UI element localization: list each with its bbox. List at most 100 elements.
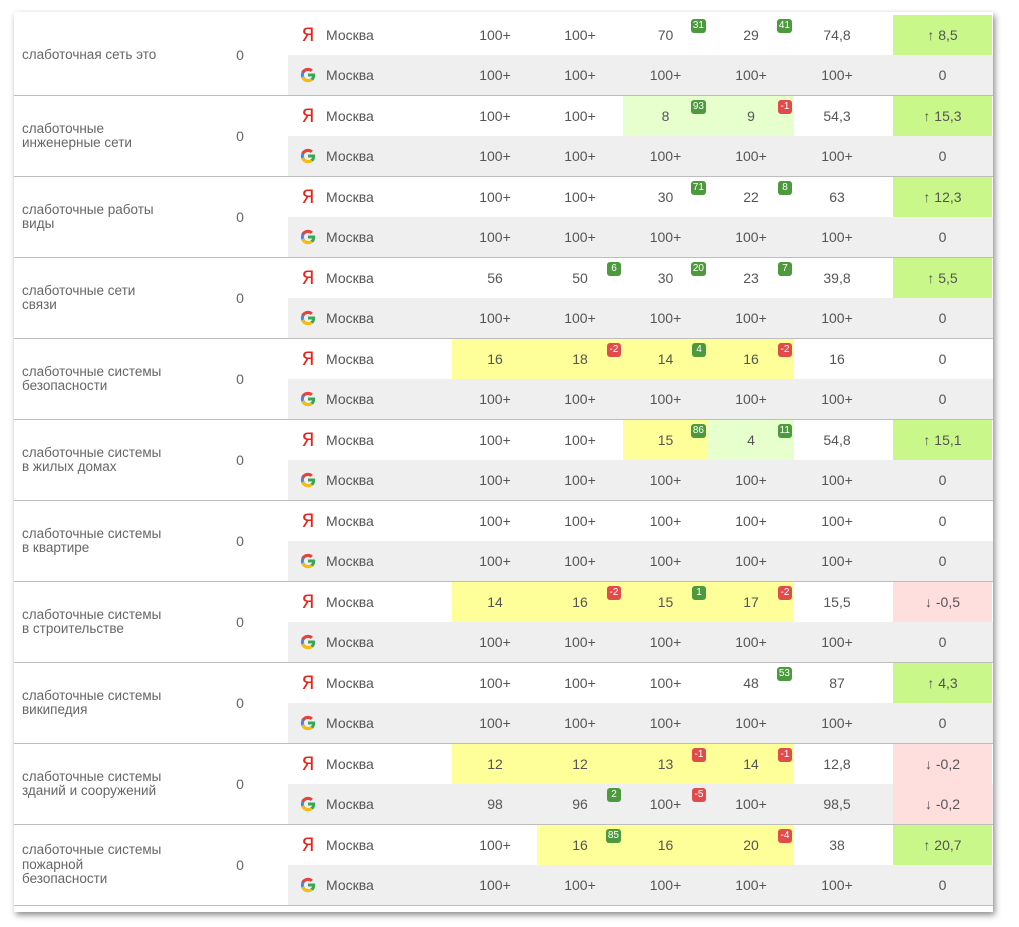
position-cell: 100+ xyxy=(537,420,623,460)
google-row: Москва 98 96 2 100+ -5 100+ 98,5 ↓ -0,2 xyxy=(288,784,993,824)
position-cell: 100+ xyxy=(708,784,794,824)
position-cell: 100+ xyxy=(452,825,538,865)
position-cell: 100+ xyxy=(452,379,538,419)
yandex-letter: Я xyxy=(301,672,315,694)
position-cell: 100+ xyxy=(537,55,623,95)
position-cell: 17 -2 xyxy=(708,582,794,622)
frequency-value: 0 xyxy=(236,533,244,549)
yandex-row: Я Москва 12 12 13 -1 14 -1 12,8 ↓ -0,2 xyxy=(288,744,993,784)
keyword-text: слаботочная сеть это xyxy=(22,46,157,62)
position-value: 8 xyxy=(661,108,670,124)
position-cell: 14 xyxy=(452,582,538,622)
position-value: 54,8 xyxy=(823,432,851,448)
delta-cell: ↑ 15,1 xyxy=(893,420,992,460)
position-value: 14 xyxy=(487,594,503,610)
position-gain-badge: 20 xyxy=(690,262,706,276)
region-label: Москва xyxy=(326,472,374,488)
position-value: 100+ xyxy=(821,67,853,83)
position-value: 100+ xyxy=(649,877,682,893)
position-value: 96 xyxy=(572,796,588,812)
keyword-label: слаботочная сеть это xyxy=(22,15,222,95)
position-drop-badge: -2 xyxy=(778,586,792,600)
position-cell: 14 4 xyxy=(623,339,708,379)
position-value: 16 xyxy=(487,351,503,367)
delta-value: ↑ 5,5 xyxy=(927,270,958,286)
position-value: 12 xyxy=(572,756,588,772)
position-value: 54,3 xyxy=(823,108,851,124)
position-cell: 100+ xyxy=(623,379,708,419)
position-value: 100+ xyxy=(479,67,511,83)
yandex-letter: Я xyxy=(301,186,315,208)
position-cell: 100+ xyxy=(537,379,623,419)
frequency-value: 0 xyxy=(236,452,244,468)
delta-cell: 0 xyxy=(893,460,992,500)
position-value: 74,8 xyxy=(823,27,851,43)
yandex-logo-icon: Я xyxy=(297,267,319,289)
position-drop-badge: -1 xyxy=(778,748,792,762)
region-label: Москва xyxy=(326,715,374,731)
delta-value: 0 xyxy=(938,715,947,731)
position-value: 100+ xyxy=(564,715,596,731)
position-cell: 56 xyxy=(452,258,538,298)
keyword-label: слаботочные системы в квартире xyxy=(22,501,222,581)
position-value: 100+ xyxy=(479,310,511,326)
average-position-cell: 100+ xyxy=(794,379,880,419)
keyword-label: слаботочные инженерные сети xyxy=(22,96,222,176)
delta-cell: ↑ 5,5 xyxy=(893,258,992,298)
yandex-letter: Я xyxy=(301,510,315,532)
region-label: Москва xyxy=(326,148,374,164)
yandex-letter: Я xyxy=(301,753,315,775)
region-label: Москва xyxy=(326,513,374,529)
delta-cell: ↑ 20,7 xyxy=(893,825,992,865)
yandex-letter: Я xyxy=(301,834,315,856)
region-label: Москва xyxy=(326,67,374,83)
position-value: 100+ xyxy=(735,634,767,650)
region-label: Москва xyxy=(326,837,374,853)
average-position-cell: 98,5 xyxy=(794,784,880,824)
position-cell: 16 xyxy=(623,825,708,865)
google-row: Москва 100+ 100+ 100+ 100+ 100+ 0 xyxy=(288,379,993,419)
position-cell: 100+ xyxy=(708,865,794,905)
position-gain-badge: 2 xyxy=(607,788,621,802)
position-value: 100+ xyxy=(564,189,596,205)
position-value: 100+ xyxy=(735,513,767,529)
position-cell: 100+ xyxy=(623,622,708,662)
delta-value: 0 xyxy=(938,513,947,529)
google-logo-icon xyxy=(297,550,319,572)
yandex-logo-icon: Я xyxy=(297,510,319,532)
average-position-cell: 87 xyxy=(794,663,880,703)
frequency-value: 0 xyxy=(236,614,244,630)
position-cell: 100+ xyxy=(708,217,794,257)
yandex-logo-icon: Я xyxy=(297,186,319,208)
average-position-cell: 38 xyxy=(794,825,880,865)
delta-cell: 0 xyxy=(893,136,992,176)
position-value: 100+ xyxy=(821,513,853,529)
average-position-cell: 12,8 xyxy=(794,744,880,784)
position-cell: 100+ xyxy=(708,55,794,95)
yandex-logo-icon: Я xyxy=(297,348,319,370)
position-cell: 20 -4 xyxy=(708,825,794,865)
position-cell: 100+ xyxy=(623,541,708,581)
keyword-group: слаботочные системы википедия 0 Я Москва 100… xyxy=(14,663,993,744)
frequency-value: 0 xyxy=(236,857,244,873)
position-value: 98,5 xyxy=(823,796,851,812)
position-cell: 100+ xyxy=(708,541,794,581)
yandex-row: Я Москва 100+ 100+ 8 93 9 -1 54,3 ↑ 15,3 xyxy=(288,96,993,136)
position-value: 100+ xyxy=(479,715,511,731)
frequency-value: 0 xyxy=(236,776,244,792)
position-value: 100+ xyxy=(479,27,511,43)
position-value: 30 xyxy=(657,270,674,286)
position-cell: 30 20 xyxy=(623,258,708,298)
position-value: 100+ xyxy=(564,432,596,448)
position-value: 100+ xyxy=(564,513,596,529)
position-cell: 29 41 xyxy=(708,15,794,55)
region-label: Москва xyxy=(326,391,374,407)
position-value: 100+ xyxy=(649,310,682,326)
position-value: 100+ xyxy=(564,877,596,893)
position-cell: 100+ xyxy=(537,865,623,905)
position-value: 100+ xyxy=(821,310,853,326)
average-position-cell: 16 xyxy=(794,339,880,379)
yandex-logo-icon: Я xyxy=(297,429,319,451)
position-value: 12 xyxy=(487,756,503,772)
frequency-value: 0 xyxy=(236,128,244,144)
